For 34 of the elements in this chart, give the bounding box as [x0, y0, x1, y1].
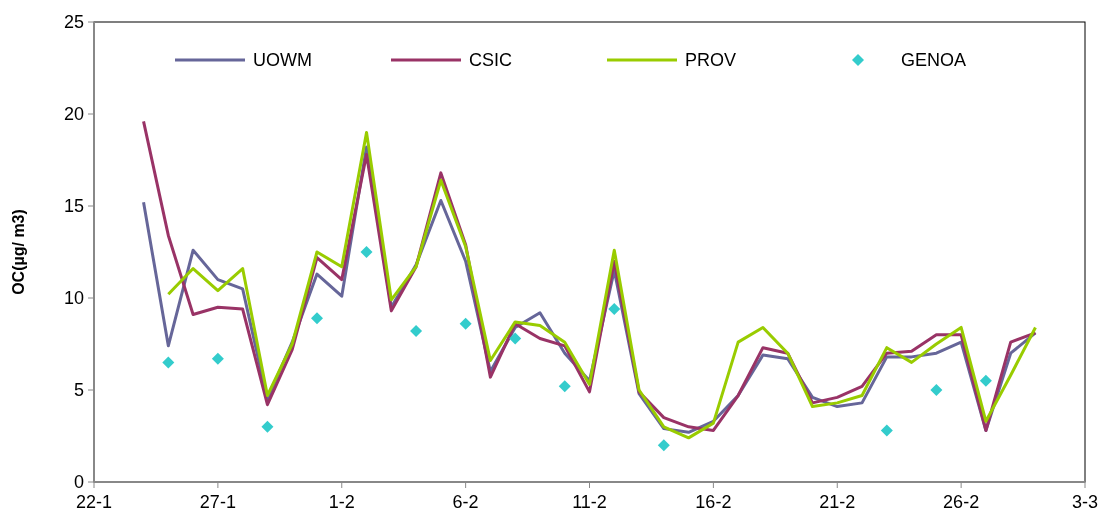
x-tick-label: 27-1 [199, 492, 236, 512]
point [310, 312, 323, 325]
y-tick-label: 10 [63, 288, 84, 309]
y-tick-label: 15 [63, 196, 84, 217]
x-tick-label: 22-1 [75, 492, 113, 512]
point [360, 246, 373, 258]
point [979, 374, 992, 387]
x-tick-label: 1-2 [328, 492, 355, 512]
point [410, 325, 423, 338]
legend-label: GENOA [901, 50, 967, 71]
point [162, 356, 175, 369]
point [459, 317, 472, 330]
x-tick-label: 21-2 [819, 492, 856, 512]
y-axis-title: OC(µg/ m3) [10, 209, 27, 295]
point [880, 424, 893, 437]
x-tick-label: 16-2 [695, 492, 732, 512]
point [608, 303, 621, 316]
point [211, 352, 224, 365]
point [657, 439, 670, 452]
y-tick-label: 25 [63, 12, 84, 33]
x-tick-label: 3-3 [1071, 492, 1099, 512]
legend-label: CSIC [469, 50, 513, 71]
x-tick-label: 11-2 [572, 492, 607, 512]
point [509, 332, 522, 345]
point [558, 380, 571, 393]
point [930, 384, 943, 396]
point [261, 420, 274, 433]
x-tick-label: 26-2 [943, 492, 980, 512]
y-tick-label: 5 [73, 380, 84, 401]
legend-label: UOWM [253, 50, 312, 71]
y-tick-label: 0 [73, 472, 84, 493]
y-tick-label: 20 [63, 104, 84, 125]
legend-label: PROV [685, 50, 737, 71]
x-tick-label: 6-2 [452, 492, 479, 512]
